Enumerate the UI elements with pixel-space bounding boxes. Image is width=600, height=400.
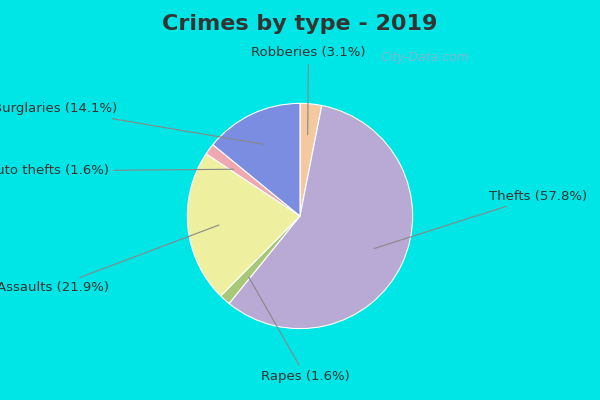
Text: Burglaries (14.1%): Burglaries (14.1%) bbox=[0, 102, 263, 144]
Wedge shape bbox=[221, 216, 300, 304]
Text: Robberies (3.1%): Robberies (3.1%) bbox=[251, 46, 365, 135]
Text: Assaults (21.9%): Assaults (21.9%) bbox=[0, 225, 219, 294]
Text: Crimes by type - 2019: Crimes by type - 2019 bbox=[163, 14, 437, 34]
Wedge shape bbox=[300, 103, 322, 216]
Wedge shape bbox=[213, 103, 300, 216]
Text: Thefts (57.8%): Thefts (57.8%) bbox=[374, 190, 587, 248]
Wedge shape bbox=[229, 106, 413, 329]
Text: Rapes (1.6%): Rapes (1.6%) bbox=[249, 277, 350, 383]
Wedge shape bbox=[187, 154, 300, 296]
Text: Auto thefts (1.6%): Auto thefts (1.6%) bbox=[0, 164, 234, 178]
Wedge shape bbox=[206, 145, 300, 216]
Text: City-Data.com: City-Data.com bbox=[380, 50, 469, 64]
